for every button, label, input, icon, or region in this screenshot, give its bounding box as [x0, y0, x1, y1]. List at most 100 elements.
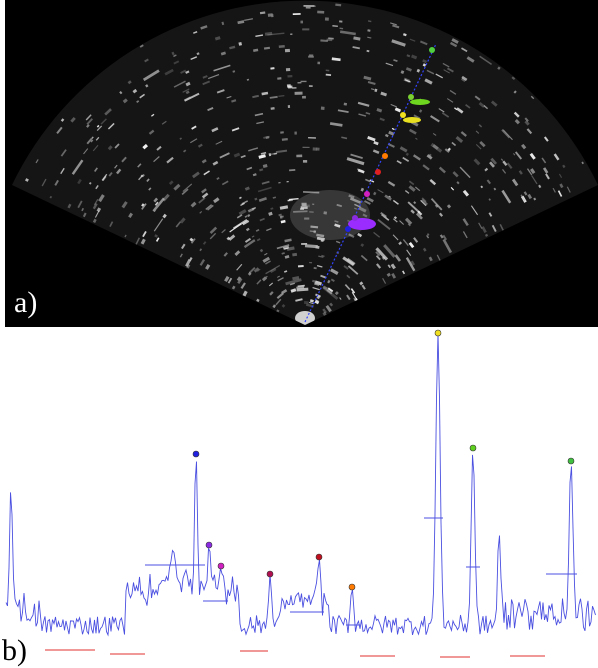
speckle — [145, 84, 149, 88]
speckle — [241, 200, 249, 205]
speckle-glow — [295, 311, 315, 325]
speckle — [390, 103, 397, 108]
speckle — [513, 90, 517, 94]
signal-marker — [205, 541, 213, 549]
speckle — [460, 131, 467, 137]
speckle — [314, 299, 320, 305]
speckle — [406, 54, 411, 58]
speckle — [491, 224, 497, 232]
speckle — [362, 213, 368, 218]
speckle — [486, 179, 492, 185]
speckle — [334, 291, 339, 296]
speckle — [247, 272, 252, 276]
speckle — [301, 202, 307, 206]
speckle — [300, 206, 308, 209]
speckle — [90, 139, 94, 143]
speckle — [262, 256, 271, 263]
speckle — [511, 178, 519, 187]
speckle — [275, 149, 288, 154]
speckle — [410, 260, 416, 266]
speckle — [277, 277, 284, 282]
speckle — [231, 127, 240, 132]
speckle — [398, 241, 403, 246]
speckle — [141, 203, 147, 210]
speckle — [366, 49, 370, 53]
speckle — [189, 138, 198, 144]
speckle — [360, 254, 368, 262]
speckle — [81, 207, 85, 212]
speckle — [357, 232, 363, 238]
speckle — [258, 197, 267, 203]
speckle — [248, 266, 256, 274]
speckle — [475, 143, 482, 150]
speckle — [237, 277, 243, 285]
speckle — [269, 291, 274, 296]
speckle — [201, 188, 207, 194]
speckle — [336, 203, 343, 208]
speckle — [185, 259, 192, 267]
speckle — [141, 203, 145, 207]
speckle — [514, 151, 523, 160]
speckle — [136, 100, 140, 104]
speckle — [367, 81, 376, 85]
speckle — [372, 149, 380, 154]
speckle — [237, 20, 245, 25]
speckle — [343, 265, 349, 270]
speckle — [339, 27, 344, 30]
speckle — [351, 291, 357, 299]
speckle — [381, 213, 387, 219]
speckle — [189, 237, 194, 242]
speckle — [253, 267, 260, 273]
speckle — [267, 32, 285, 36]
speckle — [224, 275, 230, 283]
speckle — [190, 56, 198, 61]
speckle — [127, 80, 132, 85]
speckle — [320, 274, 327, 279]
speckle — [185, 90, 190, 95]
speckle — [348, 233, 355, 238]
speckle — [400, 70, 405, 75]
speckle — [257, 186, 272, 193]
speckle — [484, 233, 489, 237]
speckle — [343, 102, 348, 106]
speckle — [384, 194, 392, 201]
speckle — [488, 198, 491, 201]
speckle — [104, 108, 112, 116]
speckle — [317, 10, 325, 14]
speckle — [197, 143, 203, 148]
speckle — [511, 76, 516, 81]
speckle — [300, 80, 307, 83]
speckle — [373, 140, 379, 146]
speckle — [449, 41, 458, 48]
speckle — [320, 106, 325, 110]
speckle — [320, 39, 328, 43]
speckle — [101, 173, 108, 181]
speckle — [263, 46, 271, 50]
speckle — [499, 223, 505, 232]
speckle — [388, 195, 391, 198]
speckle — [231, 285, 236, 290]
speckle — [409, 38, 416, 42]
speckle — [391, 39, 406, 47]
speckle — [358, 113, 367, 117]
speckle — [553, 153, 560, 161]
speckle — [179, 137, 182, 140]
speckle — [25, 178, 29, 182]
speckle — [478, 124, 483, 128]
speckle — [308, 55, 314, 58]
speckle — [394, 254, 402, 262]
speckle — [96, 124, 100, 128]
speckle — [256, 121, 265, 125]
speckle — [293, 210, 308, 213]
speckle — [513, 153, 516, 156]
speckle — [86, 118, 93, 125]
speckle — [259, 11, 266, 15]
speckle — [60, 118, 65, 122]
speckle — [92, 144, 99, 152]
speckle — [292, 13, 301, 16]
speckle — [354, 207, 358, 210]
speckle — [322, 285, 328, 291]
speckle — [417, 210, 423, 216]
speckle — [252, 173, 257, 177]
